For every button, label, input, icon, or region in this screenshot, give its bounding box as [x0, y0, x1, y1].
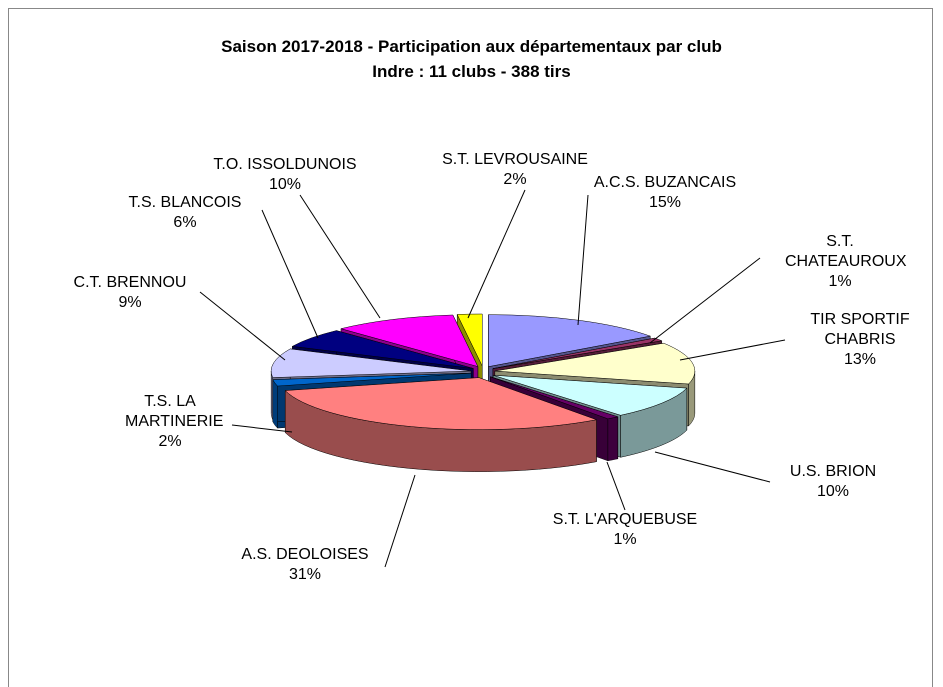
chart-frame	[8, 8, 933, 687]
leader-line	[654, 451, 771, 483]
label-name: T.O. ISSOLDUNOIS	[213, 156, 357, 173]
label-name: S.T. L'ARQUEBUSE	[552, 511, 698, 528]
label-percent: 2%	[158, 433, 182, 450]
slice	[492, 337, 663, 369]
data-label: S.T. L'ARQUEBUSE 1%	[553, 510, 697, 550]
chart-title: Saison 2017-2018 - Participation aux dép…	[221, 37, 722, 56]
slice	[270, 348, 472, 378]
label-percent: 10%	[268, 176, 302, 193]
chart-subtitle: Indre : 11 clubs - 388 tirs	[372, 62, 571, 81]
label-name: S.T. CHATEAUROUX	[785, 233, 907, 270]
slice	[284, 377, 598, 430]
slice	[490, 376, 619, 420]
label-percent: 31%	[288, 566, 322, 583]
data-label: T.S. BLANCOIS 6%	[129, 193, 242, 233]
slice	[493, 374, 688, 416]
data-label: C.T. BRENNOU 9%	[74, 273, 187, 313]
leader-line	[467, 189, 526, 319]
label-name: TIR SPORTIF CHABRIS	[810, 311, 910, 348]
leader-line	[577, 194, 589, 326]
label-name: A.C.S. BUZANCAIS	[593, 174, 737, 191]
data-label: S.T. CHATEAUROUX 1%	[785, 232, 907, 292]
leader-line	[649, 257, 761, 344]
slice	[488, 314, 652, 367]
label-name: C.T. BRENNOU	[73, 274, 187, 291]
slice	[291, 330, 474, 369]
data-label: A.S. DEOLOISES 31%	[241, 545, 368, 585]
label-percent: 9%	[118, 294, 142, 311]
leader-line	[384, 474, 416, 568]
label-percent: 15%	[648, 194, 682, 211]
leader-line	[231, 424, 293, 433]
data-label: A.C.S. BUZANCAIS 15%	[594, 173, 736, 213]
label-percent: 6%	[173, 214, 197, 231]
label-percent: 10%	[816, 483, 850, 500]
leader-line	[299, 194, 381, 319]
leader-line	[261, 209, 319, 339]
slice-wall	[272, 379, 278, 429]
data-label: U.S. BRION 10%	[790, 462, 876, 502]
data-label: T.O. ISSOLDUNOIS 10%	[213, 155, 356, 195]
label-name: A.S. DEOLOISES	[241, 546, 369, 563]
label-percent: 13%	[843, 351, 877, 368]
label-percent: 1%	[828, 273, 852, 290]
slice	[272, 372, 472, 387]
slice-wall	[607, 416, 619, 462]
label-percent: 1%	[613, 531, 637, 548]
data-label: S.T. LEVROUSAINE 2%	[442, 150, 588, 190]
label-name: T.S. BLANCOIS	[128, 194, 242, 211]
slice	[494, 342, 696, 385]
label-name: S.T. LEVROUSAINE	[442, 151, 588, 168]
label-percent: 2%	[503, 171, 527, 188]
leader-line	[606, 461, 626, 511]
data-label: T.S. LA MARTINERIE 2%	[125, 392, 224, 452]
label-name: T.S. LA MARTINERIE	[125, 393, 224, 430]
slice	[339, 314, 479, 367]
leader-line	[199, 291, 286, 361]
slice-wall	[270, 371, 273, 420]
label-name: U.S. BRION	[789, 463, 877, 480]
data-label: TIR SPORTIF CHABRIS 13%	[800, 310, 920, 370]
leader-line	[679, 339, 786, 361]
